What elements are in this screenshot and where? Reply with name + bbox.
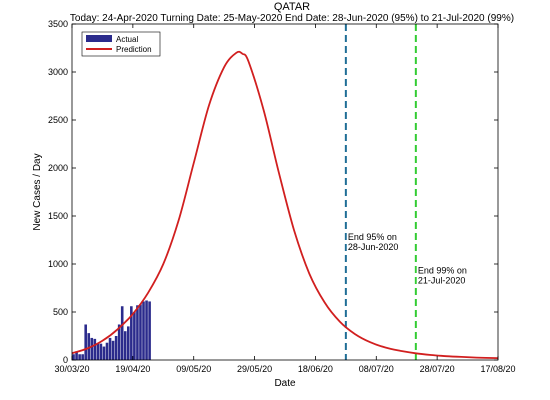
- y-tick-label: 500: [53, 307, 68, 317]
- bar-actual: [108, 337, 112, 360]
- legend-label-prediction: Prediction: [116, 45, 152, 54]
- bar-actual: [90, 337, 94, 360]
- y-tick-label: 3000: [48, 67, 68, 77]
- bar-actual: [139, 304, 142, 360]
- chart-title: QATAR: [274, 1, 310, 13]
- bar-actual: [133, 312, 136, 360]
- annotation-bg-end-95: [346, 231, 405, 253]
- y-axis-label: New Cases / Day: [32, 153, 43, 230]
- y-tick-label: 1000: [48, 259, 68, 269]
- bar-actual: [111, 340, 115, 360]
- x-tick-label: 17/08/20: [480, 364, 515, 374]
- bar-actual: [145, 300, 148, 360]
- chart-subtitle: Today: 24-Apr-2020 Turning Date: 25-May-…: [70, 13, 514, 24]
- annotation-end-99-line1: End 99% on: [418, 266, 467, 276]
- bar-actual: [96, 343, 100, 360]
- bar-actual: [78, 354, 81, 360]
- y-tick-label: 0: [63, 355, 68, 365]
- annotation-end-95-line2: 28-Jun-2020: [348, 242, 399, 252]
- legend-label-actual: Actual: [116, 35, 138, 44]
- legend: Actual Prediction: [81, 31, 161, 57]
- x-tick-label: 09/05/20: [176, 364, 211, 374]
- line-prediction: [71, 50, 499, 359]
- bar-actual: [102, 346, 106, 360]
- bar-actual: [105, 342, 109, 360]
- x-tick-label: 18/06/20: [298, 364, 333, 374]
- bar-actual: [72, 354, 75, 360]
- bar-actual: [126, 326, 130, 360]
- bar-actual: [114, 336, 118, 360]
- bar-actual: [142, 301, 145, 360]
- bar-actual: [123, 331, 127, 360]
- annotation-end-95-line1: End 95% on: [348, 232, 397, 242]
- bar-actual: [136, 305, 139, 360]
- annotation-bg-end-99: [416, 264, 475, 287]
- plot-frame: [71, 23, 499, 361]
- bar-actual: [75, 351, 78, 360]
- x-tick-label: 19/04/20: [115, 364, 150, 374]
- bar-actual: [117, 324, 121, 360]
- y-tick-label: 2500: [48, 115, 68, 125]
- y-tick-label: 3500: [48, 19, 68, 29]
- x-axis-label: Date: [274, 378, 296, 389]
- bar-actual: [148, 301, 151, 360]
- bar-actual: [93, 338, 97, 360]
- x-tick-label: 29/05/20: [237, 364, 272, 374]
- x-tick-label: 08/07/20: [359, 364, 394, 374]
- bar-actual: [84, 324, 87, 360]
- bar-actual: [130, 306, 133, 360]
- y-tick-label: 1500: [48, 211, 68, 221]
- bar-actual: [87, 333, 91, 360]
- bar-actual: [120, 306, 124, 360]
- legend-swatch-actual: [86, 35, 112, 42]
- bar-actual: [81, 354, 84, 360]
- y-tick-label: 2000: [48, 163, 68, 173]
- axes: 0 500 1000 1500 2000 2500 3000 3500 30/03/20 19/0…: [48, 19, 516, 374]
- x-tick-label: 30/03/20: [54, 364, 89, 374]
- annotation-end-99-line2: 21-Jul-2020: [418, 276, 466, 286]
- bar-actual: [99, 343, 103, 360]
- x-tick-label: 28/07/20: [420, 364, 455, 374]
